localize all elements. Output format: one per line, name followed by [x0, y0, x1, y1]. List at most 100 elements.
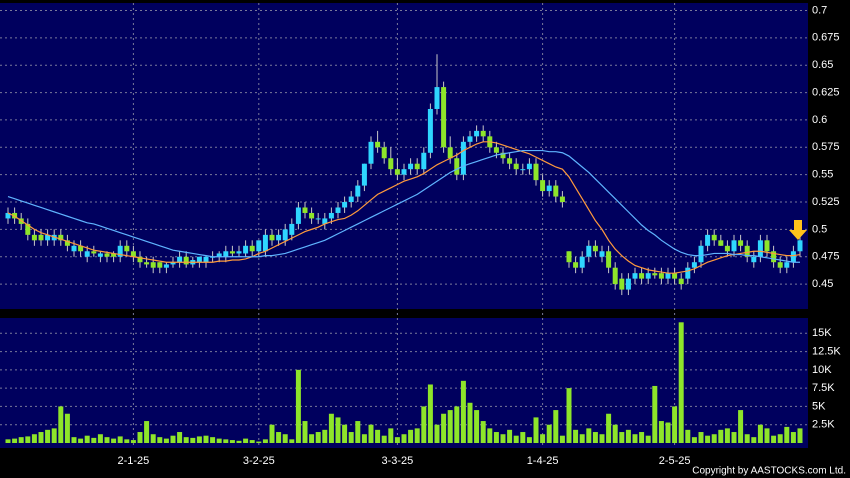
- candle-body: [196, 256, 202, 263]
- y-tick-label: 0.475: [812, 251, 840, 263]
- volume-bar: [612, 424, 618, 443]
- candle-body: [262, 234, 268, 252]
- candle-body: [348, 196, 354, 203]
- candle-body: [513, 163, 519, 170]
- moving-average-line: [7, 149, 800, 263]
- x-tick-label: 2-1-25: [118, 455, 150, 467]
- candle-body: [665, 273, 671, 279]
- candle-body: [421, 152, 427, 170]
- y-tick-label: 2.5K: [812, 419, 835, 431]
- candle-body: [269, 234, 275, 241]
- candle-body: [170, 262, 176, 265]
- volume-bar: [375, 429, 381, 443]
- volume-bar: [163, 438, 169, 443]
- candle-body: [163, 264, 169, 268]
- candle-body: [639, 273, 645, 279]
- candle-body: [97, 253, 103, 257]
- volume-bar: [58, 406, 64, 443]
- volume-bar: [639, 432, 645, 443]
- volume-bar: [78, 438, 84, 443]
- volume-bar: [342, 424, 348, 443]
- volume-bar: [355, 421, 361, 443]
- volume-bar: [203, 435, 209, 443]
- moving-average-line: [7, 141, 801, 274]
- candle-body: [738, 240, 744, 246]
- candle-body: [328, 212, 334, 219]
- volume-bar: [738, 410, 744, 443]
- candle-body: [295, 207, 301, 224]
- volume-bar: [658, 421, 664, 443]
- candle-body: [678, 278, 684, 285]
- volume-bar: [91, 437, 97, 443]
- candle-body: [315, 218, 321, 220]
- volume-bar: [454, 406, 460, 443]
- candle-body: [276, 234, 282, 241]
- candle-body: [579, 256, 585, 268]
- candle-body: [658, 273, 664, 279]
- volume-bar: [262, 439, 268, 443]
- volume-bar: [381, 435, 387, 443]
- candle-body: [342, 202, 348, 208]
- candle-body: [229, 251, 235, 254]
- copyright: Copyright by AASTOCKS.com Ltd.: [692, 466, 846, 477]
- y-tick-label: 7.5K: [812, 382, 835, 394]
- volume-bar: [408, 429, 414, 443]
- volume-bar: [441, 413, 447, 443]
- candle-body: [256, 240, 262, 252]
- candle-body: [38, 234, 44, 241]
- volume-bar: [751, 437, 757, 443]
- volume-bar: [111, 438, 117, 443]
- y-tick-label: 0.625: [812, 86, 840, 98]
- candle-body: [724, 245, 730, 252]
- candle-body: [157, 262, 163, 268]
- x-tick-label: 2-5-25: [659, 455, 691, 467]
- y-tick-label: 0.7: [812, 4, 827, 16]
- volume-bar: [500, 434, 506, 443]
- candle-body: [388, 158, 394, 170]
- volume-bar: [474, 410, 480, 443]
- candle-body: [691, 262, 697, 268]
- volume-bar: [705, 435, 711, 443]
- volume-bar: [157, 437, 163, 443]
- candle-body: [790, 251, 796, 263]
- volume-bar: [520, 432, 526, 443]
- volume-bar: [309, 434, 315, 443]
- volume-bar: [84, 435, 90, 443]
- volume-bar: [546, 424, 552, 443]
- candle-body: [757, 240, 763, 257]
- volume-bar: [170, 435, 176, 443]
- candle-body: [526, 163, 532, 170]
- candle-body: [289, 223, 295, 235]
- volume-bar: [51, 428, 57, 443]
- candle-body: [553, 185, 559, 197]
- volume-bar: [625, 429, 631, 443]
- candle-body: [652, 273, 658, 276]
- price-panel: [0, 3, 808, 309]
- volume-bar: [302, 421, 308, 443]
- candle-body: [150, 262, 156, 268]
- candle-body: [203, 256, 209, 263]
- candle-body: [777, 262, 783, 268]
- volume-bar: [295, 369, 301, 443]
- candle-body: [104, 253, 110, 257]
- volume-bar: [691, 437, 697, 443]
- volume-bar: [31, 434, 37, 443]
- candle-body: [685, 267, 691, 279]
- candle-body: [797, 240, 803, 252]
- candle-body: [144, 262, 150, 265]
- volume-bar: [348, 432, 354, 443]
- y-tick-label: 0.5: [812, 223, 827, 235]
- candle-body: [566, 251, 572, 263]
- candle-body: [361, 163, 367, 186]
- volume-bar: [210, 437, 216, 443]
- y-tick-label: 0.65: [812, 59, 833, 71]
- candle-body: [414, 163, 420, 170]
- y-tick-label: 0.55: [812, 169, 833, 181]
- volume-bar: [150, 434, 156, 443]
- candle-body: [91, 251, 97, 254]
- volume-bar: [559, 435, 565, 443]
- volume-bar: [196, 436, 202, 443]
- volume-bar: [665, 422, 671, 443]
- y-tick-label: 0.45: [812, 278, 833, 290]
- volume-bar: [64, 413, 70, 443]
